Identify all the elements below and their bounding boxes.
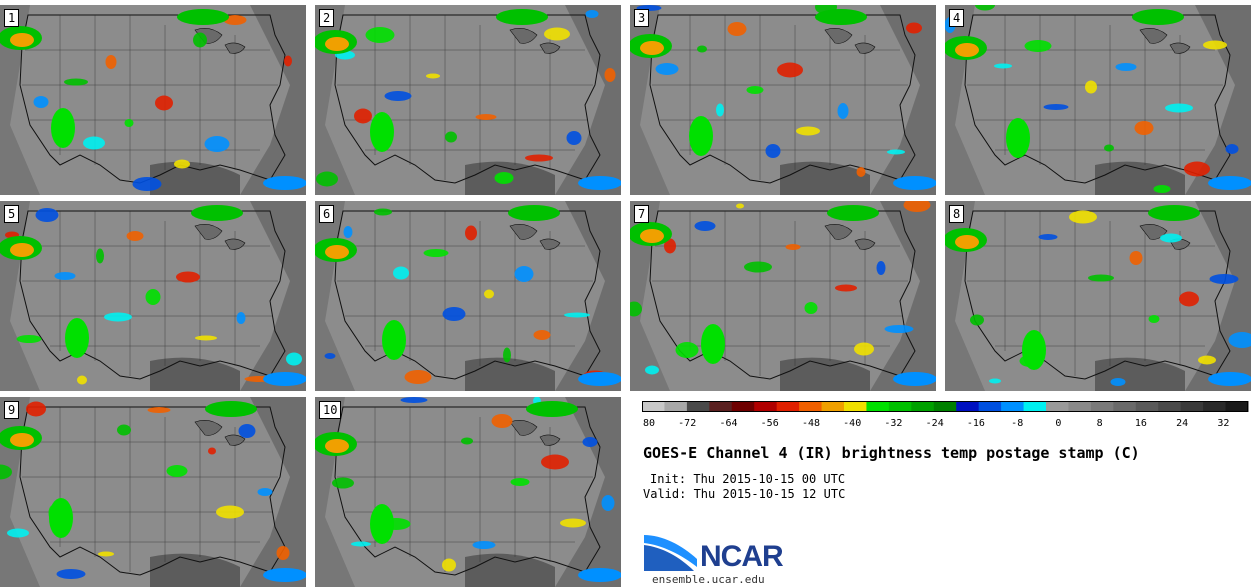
ncar-logo <box>644 535 697 571</box>
colorbar-tick-label: -16 <box>967 418 985 429</box>
ir-map <box>315 5 621 195</box>
member-number-label: 3 <box>634 9 650 27</box>
ir-map <box>0 397 306 587</box>
colorbar-swatch <box>799 401 823 412</box>
colorbar-swatch <box>1023 401 1047 412</box>
colorbar-swatch <box>888 401 912 412</box>
colorbar-swatch <box>686 401 710 412</box>
colorbar-swatch <box>776 401 800 412</box>
colorbar-tick-label: -64 <box>719 418 737 429</box>
colorbar-swatch <box>642 401 665 412</box>
ensemble-member-panel: 7 <box>630 201 936 391</box>
ir-map <box>0 5 306 195</box>
init-time: Init: Thu 2015-10-15 00 UTC <box>650 472 846 486</box>
ensemble-member-panel: 3 <box>630 5 936 195</box>
colorbar-swatch <box>1203 401 1227 412</box>
valid-time: Valid: Thu 2015-10-15 12 UTC <box>643 487 846 501</box>
member-number-label: 7 <box>634 205 650 223</box>
member-number-label: 4 <box>949 9 965 27</box>
ensemble-member-panel: 6 <box>315 201 621 391</box>
ensemble-member-panel: 2 <box>315 5 621 195</box>
ir-map <box>315 201 621 391</box>
colorbar-swatch <box>844 401 867 412</box>
ir-map <box>945 201 1251 391</box>
ensemble-member-panel: 4 <box>945 5 1251 195</box>
ensemble-member-panel: 5 <box>0 201 306 391</box>
site-url: ensemble.ucar.edu <box>652 573 765 586</box>
ir-map <box>0 201 306 391</box>
colorbar-swatch <box>1158 401 1182 412</box>
colorbar-swatch <box>821 401 845 412</box>
colorbar-tick-label: -72 <box>678 418 696 429</box>
colorbar-swatch <box>866 401 890 412</box>
colorbar-swatch <box>1180 401 1204 412</box>
colorbar-swatch <box>664 401 688 412</box>
ir-map <box>630 5 936 195</box>
ir-map <box>630 201 936 391</box>
colorbar-tick-label: 32 <box>1217 418 1229 429</box>
colorbar-swatch <box>1090 401 1114 412</box>
colorbar-tick-label: -24 <box>926 418 944 429</box>
colorbar-tick-label: 0 <box>1055 418 1061 429</box>
colorbar-swatch <box>911 401 935 412</box>
member-number-label: 2 <box>319 9 335 27</box>
logo-text: NCAR <box>700 540 784 573</box>
member-number-label: 6 <box>319 205 335 223</box>
colorbar-tick-label: -40 <box>843 418 861 429</box>
colorbar-swatch <box>933 401 957 412</box>
colorbar-swatch <box>1068 401 1092 412</box>
ir-map <box>315 397 621 587</box>
member-number-label: 8 <box>949 205 965 223</box>
colorbar-tick-label: 16 <box>1135 418 1147 429</box>
ensemble-member-panel: 10 <box>315 397 621 587</box>
member-number-label: 9 <box>4 401 20 419</box>
colorbar-swatch <box>1225 401 1249 412</box>
colorbar-tick-label: -32 <box>884 418 902 429</box>
colorbar-swatch <box>1046 401 1069 412</box>
ir-map <box>945 5 1251 195</box>
colorbar-swatch <box>956 401 980 412</box>
colorbar-swatch <box>978 401 1002 412</box>
member-number-label: 1 <box>4 9 20 27</box>
colorbar-swatch <box>1001 401 1025 412</box>
colorbar-swatch <box>1135 401 1159 412</box>
colorbar-tick-label: -8 <box>1011 418 1023 429</box>
colorbar-swatch <box>754 401 778 412</box>
colorbar-swatch <box>709 401 733 412</box>
colorbar-tick-label: -80 <box>642 418 655 429</box>
colorbar-tick-label: -56 <box>761 418 779 429</box>
colorbar-tick-label: -48 <box>802 418 820 429</box>
colorbar-tick-label: 24 <box>1176 418 1188 429</box>
ensemble-member-panel: 1 <box>0 5 306 195</box>
ensemble-member-panel: 9 <box>0 397 306 587</box>
colorbar-tick-label: 8 <box>1097 418 1103 429</box>
ensemble-member-panel: 8 <box>945 201 1251 391</box>
member-number-label: 10 <box>319 401 342 419</box>
figure-title: GOES-E Channel 4 (IR) brightness temp po… <box>643 444 1140 462</box>
colorbar-swatch <box>731 401 755 412</box>
member-number-label: 5 <box>4 205 20 223</box>
colorbar-swatch <box>1113 401 1137 412</box>
